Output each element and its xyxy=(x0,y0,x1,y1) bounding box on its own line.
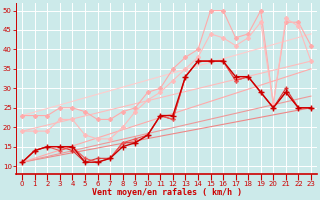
X-axis label: Vent moyen/en rafales ( km/h ): Vent moyen/en rafales ( km/h ) xyxy=(92,188,242,197)
